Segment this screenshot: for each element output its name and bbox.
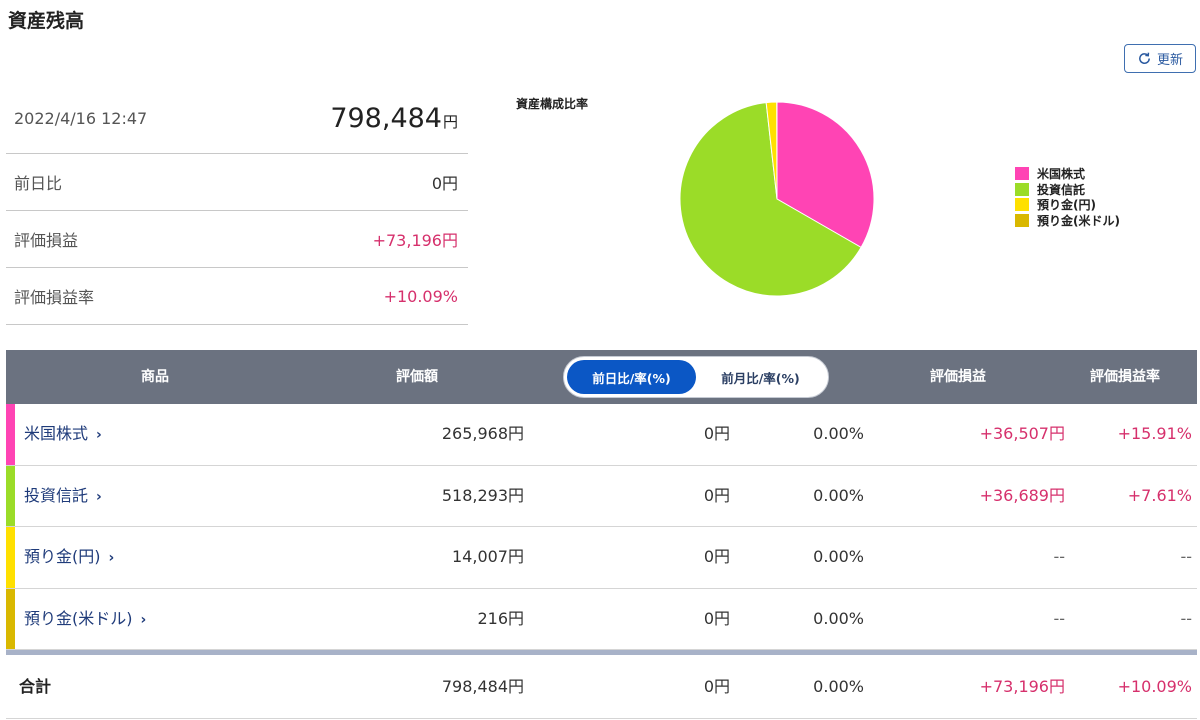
rate-cell: 0.00% <box>813 424 864 443</box>
summary-label: 評価損益 <box>14 231 79 250</box>
toggle-monthly-change[interactable]: 前月比/率(%) <box>721 370 800 386</box>
diff-cell: 0円 <box>703 608 730 628</box>
valuation-cell: 14,007円 <box>452 547 524 566</box>
product-link[interactable]: 投資信託 › <box>24 485 102 505</box>
table-row: 投資信託 › 518,293円 0円 0.00% +36,689円 +7.61% <box>6 465 1197 527</box>
chart-legend: 米国株式 投資信託 預り金(円) 預り金(米ドル) <box>1015 166 1120 228</box>
column-header-valuation: 評価額 <box>396 369 438 385</box>
summary-label: 前日比 <box>14 174 63 193</box>
summary-value: 0円 <box>431 174 458 193</box>
diff-cell: 0円 <box>703 547 730 566</box>
legend-item: 投資信託 <box>1015 182 1120 198</box>
pnl-rate-cell: -- <box>1180 547 1192 566</box>
pie-slice <box>776 101 875 249</box>
summary-datetime: 2022/4/16 12:47 <box>14 109 148 128</box>
pnl-rate-cell: +7.61% <box>1127 485 1192 505</box>
chevron-right-icon: › <box>96 427 102 443</box>
legend-item: 米国株式 <box>1015 166 1120 182</box>
table-row: 預り金(米ドル) › 216円 0円 0.00% -- -- <box>6 588 1197 650</box>
chevron-right-icon: › <box>96 488 102 505</box>
pnl-cell: -- <box>1053 608 1065 628</box>
table-row: 米国株式 › 265,968円 0円 0.00% +36,507円 +15.91% <box>6 404 1197 466</box>
chevron-right-icon: › <box>140 611 147 628</box>
row-color-bar <box>6 404 15 465</box>
rate-cell: 0.00% <box>813 547 864 566</box>
toggle-daily-change[interactable]: 前日比/率(%) <box>567 360 696 394</box>
summary-label: 評価損益率 <box>14 288 95 307</box>
legend-swatch <box>1015 213 1029 227</box>
pie-slice <box>679 102 862 297</box>
summary-row-pnl-rate: 評価損益率 +10.09% <box>6 268 468 325</box>
change-period-toggle[interactable]: 前日比/率(%) 前月比/率(%) <box>563 356 829 398</box>
legend-swatch <box>1015 182 1029 196</box>
pnl-cell: +36,689円 <box>979 485 1065 505</box>
page-title: 資産残高 <box>8 10 85 32</box>
pnl-rate-cell: -- <box>1180 608 1192 628</box>
product-link[interactable]: 預り金(米ドル) › <box>24 608 147 628</box>
summary-total-value: 798,484円 <box>330 103 458 134</box>
valuation-cell: 265,968円 <box>441 424 524 443</box>
column-header-pnl-rate: 評価損益率 <box>1090 369 1160 385</box>
diff-cell: 0円 <box>703 485 730 505</box>
legend-swatch <box>1015 198 1029 212</box>
valuation-cell: 798,484円 <box>441 677 524 696</box>
holdings-table: 商品 評価額 前日比/率(%) 前月比/率(%) 評価損益 評価損益率 米国株式… <box>6 350 1197 719</box>
rate-cell: 0.00% <box>813 608 864 628</box>
pnl-rate-cell: +10.09% <box>1117 677 1192 696</box>
pnl-cell: -- <box>1053 547 1065 566</box>
pnl-cell: +73,196円 <box>979 677 1065 696</box>
chevron-right-icon: › <box>108 550 115 566</box>
summary-row-total: 2022/4/16 12:47 798,484円 <box>6 84 468 154</box>
refresh-label: 更新 <box>1156 52 1183 67</box>
column-header-pnl: 評価損益 <box>930 369 986 385</box>
table-header: 商品 評価額 前日比/率(%) 前月比/率(%) 評価損益 評価損益率 <box>6 350 1197 404</box>
column-header-product: 商品 <box>141 369 169 385</box>
summary-panel: 2022/4/16 12:47 798,484円 前日比 0円 評価損益 +73… <box>6 84 468 325</box>
refresh-icon <box>1139 52 1150 64</box>
row-color-bar <box>6 527 15 588</box>
legend-swatch <box>1015 167 1029 181</box>
rate-cell: 0.00% <box>813 677 864 696</box>
total-separator <box>6 650 1197 655</box>
valuation-cell: 216円 <box>477 608 524 628</box>
legend-item: 預り金(円) <box>1015 197 1120 213</box>
pnl-cell: +36,507円 <box>979 424 1065 443</box>
summary-value: +10.09% <box>383 286 458 306</box>
row-color-bar <box>6 465 15 526</box>
diff-cell: 0円 <box>703 677 730 696</box>
diff-cell: 0円 <box>703 424 730 443</box>
total-label: 合計 <box>19 677 52 696</box>
rate-cell: 0.00% <box>813 485 864 505</box>
chart-title: 資産構成比率 <box>516 97 589 111</box>
asset-pie-chart <box>679 101 875 297</box>
refresh-button[interactable]: 更新 <box>1124 44 1196 73</box>
product-link[interactable]: 米国株式 › <box>24 424 102 443</box>
row-color-bar <box>6 588 15 649</box>
summary-row-daily-change: 前日比 0円 <box>6 154 468 211</box>
summary-value: +73,196円 <box>372 231 458 250</box>
pnl-rate-cell: +15.91% <box>1117 424 1192 443</box>
table-row: 預り金(円) › 14,007円 0円 0.00% -- -- <box>6 527 1197 589</box>
table-total-row: 合計 798,484円 0円 0.00% +73,196円 +10.09% <box>6 655 1197 719</box>
product-link[interactable]: 預り金(円) › <box>24 547 115 566</box>
legend-item: 預り金(米ドル) <box>1015 213 1120 229</box>
summary-row-pnl: 評価損益 +73,196円 <box>6 211 468 268</box>
valuation-cell: 518,293円 <box>441 485 524 505</box>
